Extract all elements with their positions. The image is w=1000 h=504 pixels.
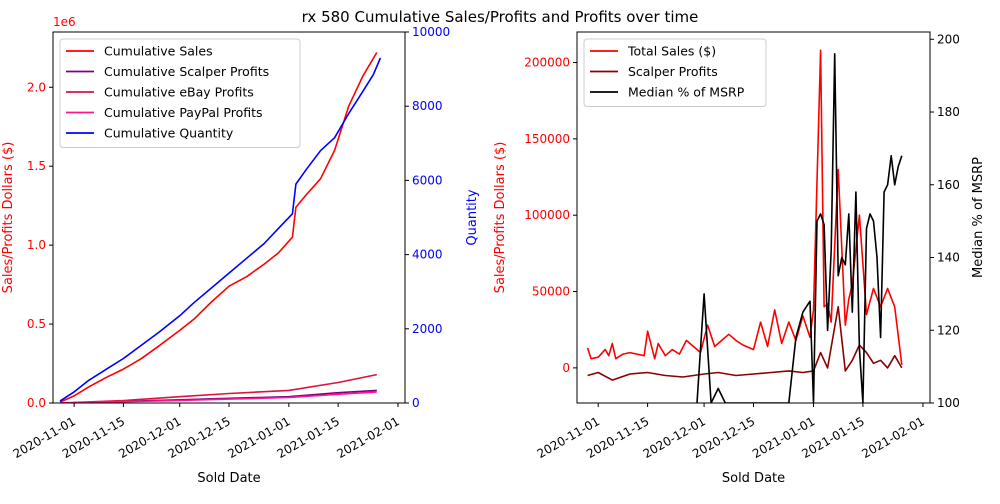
left-panel-y2-tick-label: 4000 — [412, 248, 443, 262]
right-panel-y-tick-label: 150000 — [524, 132, 570, 146]
left-panel-x-tick-label: 2021-02-01 — [334, 414, 401, 461]
right-panel-y-tick-label: 100000 — [524, 208, 570, 222]
right-panel-series-total-sales--line — [586, 49, 903, 365]
right-panel-y2-tick-label: 120 — [937, 323, 960, 337]
left-panel-legend — [59, 38, 301, 148]
left-panel-y-tick-label: 2.0 — [27, 80, 46, 94]
right-panel-legend-label: Median % of MSRP — [628, 85, 745, 100]
left-panel-series-cumulative-sales-line — [59, 52, 378, 403]
right-panel-legend-label: Total Sales ($) — [627, 44, 716, 59]
right-panel-y2-tick-label: 200 — [937, 32, 960, 46]
figure-title: rx 580 Cumulative Sales/Profits and Prof… — [302, 8, 699, 26]
left-panel-y-tick-label: 1.0 — [27, 238, 46, 252]
left-panel-legend-label: Cumulative Quantity — [104, 126, 234, 141]
left-panel-y2-tick-label: 2000 — [412, 322, 443, 336]
left-panel-legend-label: Cumulative PayPal Profits — [104, 105, 263, 120]
left-panel-series-cumulative-ebay-profits-line — [59, 373, 377, 403]
right-panel-y2-axis-label: Median % of MSRP — [971, 157, 986, 278]
right-panel-legend — [583, 38, 767, 107]
left-panel-legend-label: Cumulative eBay Profits — [104, 85, 254, 100]
right-panel-series-scalper-profits-line — [587, 305, 903, 381]
left-panel-y-tick-label: 1.5 — [27, 159, 46, 173]
left-panel-legend-label: Cumulative Scalper Profits — [104, 64, 269, 79]
left-panel-y2-axis-label: Quantity — [465, 189, 480, 245]
right-panel-plot-area — [586, 49, 903, 403]
right-panel-y-tick-label: 50000 — [532, 285, 570, 299]
left-panel-series-cumulative-paypal-profits-line — [59, 391, 377, 403]
left-panel-y2-tick-label: 0 — [412, 396, 420, 410]
right-panel-y-tick-label: 200000 — [524, 56, 570, 70]
left-panel-y-axis-label: Sales/Profits Dollars ($) — [1, 142, 16, 294]
left-panel-y-offset-label: 1e6 — [53, 15, 76, 29]
right-panel-y2-tick-label: 180 — [937, 105, 960, 119]
right-panel-x-axis-label: Sold Date — [722, 471, 785, 486]
right-panel-series-median-of-msrp-line — [696, 52, 903, 403]
left-panel-y2-tick-label: 10000 — [412, 25, 450, 39]
right-panel-y-tick-label: 0 — [562, 361, 570, 375]
left-panel-y2-tick-label: 8000 — [412, 99, 443, 113]
right-panel-y2-tick-label: 140 — [937, 251, 960, 265]
right-panel-legend-label: Scalper Profits — [628, 64, 718, 79]
left-panel-y2-tick-label: 6000 — [412, 173, 443, 187]
left-panel-y-tick-label: 0.5 — [27, 317, 46, 331]
left-panel-x-axis-label: Sold Date — [197, 471, 260, 486]
left-panel-series-cumulative-quantity-line — [59, 57, 382, 402]
right-panel-y2-tick-label: 100 — [937, 396, 960, 410]
right-panel-x-tick-label: 2021-02-01 — [859, 414, 926, 461]
left-panel-y-tick-label: 0.0 — [27, 396, 46, 410]
right-panel-y2-tick-label: 160 — [937, 178, 960, 192]
right-panel-y-axis-label: Sales/Profits Dollars ($) — [493, 142, 508, 294]
left-panel-plot-area — [59, 52, 382, 403]
left-panel-legend-label: Cumulative Sales — [104, 44, 213, 59]
